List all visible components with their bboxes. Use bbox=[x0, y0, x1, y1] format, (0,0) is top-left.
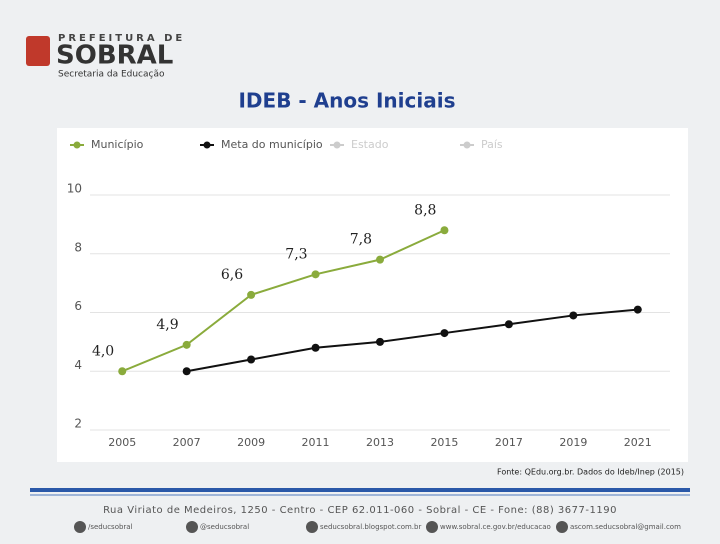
point bbox=[311, 343, 320, 352]
point bbox=[504, 320, 513, 329]
address: Rua Viriato de Medeiros, 1250 - Centro -… bbox=[103, 505, 617, 516]
point bbox=[633, 305, 642, 314]
point bbox=[376, 337, 384, 346]
x-tick-label: 2017 bbox=[495, 436, 523, 449]
series-line bbox=[121, 229, 445, 373]
x-tick-label: 2019 bbox=[559, 436, 587, 449]
data-label: 6,6 bbox=[221, 267, 243, 283]
footer-link: ascom.seducsobral@gmail.com bbox=[570, 523, 681, 531]
footer-link: www.sobral.ce.gov.br/educacao bbox=[440, 523, 551, 531]
series-line bbox=[186, 308, 638, 373]
x-tick-label: 2005 bbox=[108, 436, 136, 449]
x-tick-label: 2021 bbox=[624, 436, 652, 449]
legend-marker bbox=[463, 141, 471, 149]
data-label: 7,8 bbox=[350, 232, 372, 248]
footer-bar bbox=[30, 488, 690, 492]
x-tick-label: 2009 bbox=[237, 436, 265, 449]
y-tick-label: 4 bbox=[74, 358, 82, 372]
legend-marker bbox=[203, 141, 211, 149]
point bbox=[440, 226, 449, 235]
legend-marker bbox=[73, 141, 81, 149]
data-label: 8,8 bbox=[414, 202, 436, 218]
legend-marker bbox=[333, 141, 341, 149]
footer-link: /seducsobral bbox=[88, 523, 133, 531]
logo-crest bbox=[26, 36, 50, 66]
footer-bar-light bbox=[30, 494, 690, 496]
point bbox=[182, 367, 191, 376]
point bbox=[118, 367, 127, 376]
link-icon bbox=[306, 521, 318, 533]
y-tick-label: 2 bbox=[74, 417, 82, 431]
y-tick-label: 6 bbox=[74, 299, 82, 313]
chart-title: IDEB - Anos Iniciais bbox=[238, 89, 455, 113]
legend-label: Meta do município bbox=[221, 138, 323, 151]
point bbox=[247, 290, 256, 299]
data-label: 4,0 bbox=[92, 343, 114, 359]
legend-label: Município bbox=[91, 138, 144, 151]
y-tick-label: 10 bbox=[67, 182, 82, 196]
source: Fonte: QEdu.org.br. Dados do Ideb/Inep (… bbox=[497, 468, 684, 477]
point bbox=[569, 311, 578, 320]
data-label: 7,3 bbox=[285, 246, 307, 262]
footer-link: @seducsobral bbox=[200, 523, 249, 531]
data-label: 4,9 bbox=[156, 317, 178, 333]
point bbox=[182, 340, 191, 349]
y-tick-label: 8 bbox=[74, 240, 82, 254]
point bbox=[311, 270, 320, 279]
point bbox=[440, 329, 449, 338]
link-icon bbox=[186, 521, 198, 533]
legend-label: Estado bbox=[351, 138, 389, 151]
footer-link: seducsobral.blogspot.com.br bbox=[320, 523, 421, 531]
point bbox=[376, 255, 384, 264]
org-top: PREFEITURA DE bbox=[58, 33, 185, 44]
link-icon bbox=[426, 521, 438, 533]
point bbox=[247, 355, 256, 364]
x-tick-label: 2011 bbox=[302, 436, 330, 449]
x-tick-label: 2015 bbox=[430, 436, 458, 449]
legend-label: País bbox=[481, 138, 503, 151]
org-sub: Secretaria da Educação bbox=[58, 70, 165, 80]
x-tick-label: 2007 bbox=[173, 436, 201, 449]
plot-panel bbox=[57, 128, 688, 462]
link-icon bbox=[74, 521, 86, 533]
org-name: SOBRAL bbox=[56, 41, 173, 71]
link-icon bbox=[556, 521, 568, 533]
x-tick-label: 2013 bbox=[366, 436, 394, 449]
